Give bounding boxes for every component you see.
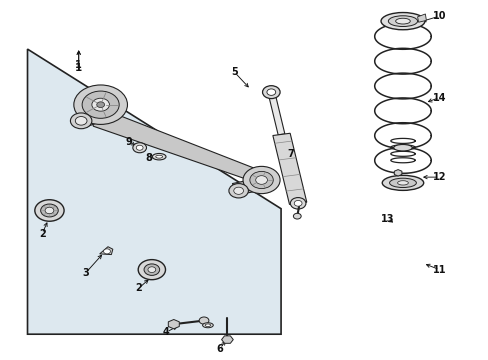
Circle shape (243, 166, 280, 194)
Polygon shape (76, 103, 105, 127)
Ellipse shape (389, 178, 415, 188)
Circle shape (35, 200, 64, 221)
Polygon shape (272, 133, 306, 204)
Circle shape (92, 98, 109, 111)
Text: 1: 1 (75, 63, 82, 73)
Polygon shape (417, 14, 426, 22)
Circle shape (41, 204, 58, 217)
Text: 9: 9 (125, 137, 132, 147)
Polygon shape (267, 92, 285, 135)
Circle shape (228, 184, 248, 198)
Circle shape (249, 171, 273, 189)
Circle shape (70, 113, 92, 129)
Ellipse shape (395, 18, 409, 24)
Ellipse shape (382, 175, 423, 190)
Circle shape (290, 198, 305, 209)
Text: 6: 6 (216, 343, 223, 354)
Circle shape (82, 91, 119, 118)
Text: 14: 14 (432, 93, 446, 103)
Text: 12: 12 (432, 172, 446, 182)
Circle shape (148, 267, 156, 273)
Circle shape (133, 143, 146, 153)
Circle shape (74, 85, 127, 125)
Text: 1: 1 (75, 60, 82, 70)
Polygon shape (232, 176, 271, 194)
Text: 11: 11 (432, 265, 446, 275)
Circle shape (199, 317, 208, 324)
Text: 3: 3 (82, 267, 89, 278)
Ellipse shape (393, 144, 411, 151)
Circle shape (138, 260, 165, 280)
Text: 5: 5 (231, 67, 238, 77)
Circle shape (45, 207, 54, 214)
Text: 7: 7 (287, 149, 294, 159)
Circle shape (255, 176, 267, 184)
Text: 8: 8 (145, 153, 152, 163)
Circle shape (262, 86, 280, 99)
Polygon shape (168, 319, 179, 329)
Ellipse shape (380, 13, 424, 30)
Circle shape (294, 201, 302, 206)
Circle shape (103, 249, 110, 254)
Circle shape (97, 102, 104, 108)
Ellipse shape (152, 153, 165, 160)
Circle shape (293, 213, 301, 219)
Polygon shape (27, 49, 281, 334)
Circle shape (233, 187, 243, 194)
Text: 2: 2 (135, 283, 142, 293)
Polygon shape (91, 110, 266, 184)
Polygon shape (100, 247, 113, 255)
Text: 10: 10 (432, 11, 446, 21)
Circle shape (136, 145, 143, 150)
Text: 13: 13 (380, 214, 393, 224)
Polygon shape (221, 336, 233, 343)
Ellipse shape (387, 16, 417, 27)
Ellipse shape (205, 324, 210, 327)
Circle shape (144, 264, 159, 275)
Ellipse shape (397, 181, 407, 185)
Text: 2: 2 (39, 229, 45, 239)
Ellipse shape (202, 323, 213, 328)
Polygon shape (393, 170, 401, 176)
Text: 4: 4 (163, 327, 169, 337)
Circle shape (75, 117, 87, 125)
Circle shape (266, 89, 275, 95)
Ellipse shape (156, 155, 162, 158)
